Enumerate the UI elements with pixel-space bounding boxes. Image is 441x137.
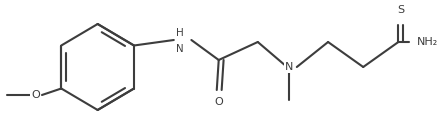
- Text: N: N: [176, 44, 183, 54]
- Text: N: N: [285, 62, 293, 72]
- Text: O: O: [214, 97, 223, 107]
- Text: S: S: [397, 5, 404, 15]
- Text: NH₂: NH₂: [417, 37, 438, 47]
- Text: O: O: [31, 90, 40, 100]
- Text: H: H: [176, 28, 183, 38]
